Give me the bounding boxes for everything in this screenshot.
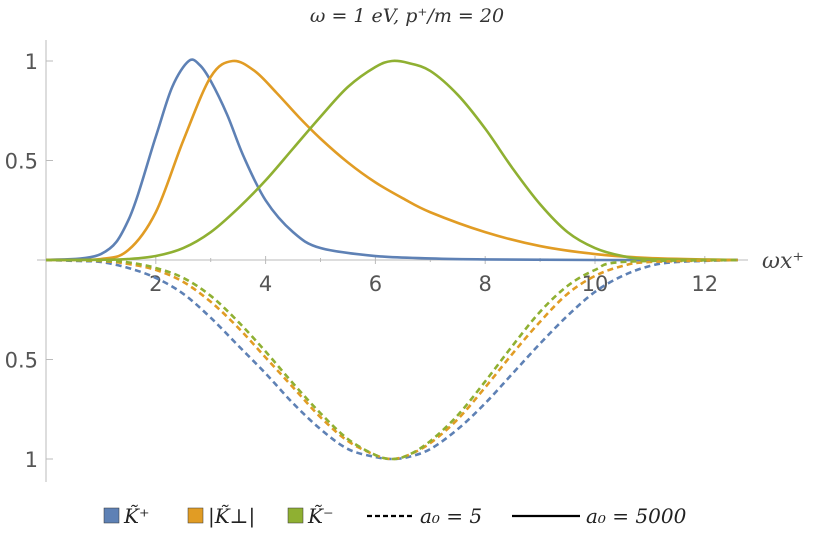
legend-label: a₀ = 5 [420,504,482,528]
y-ticks: 1 0.5 0.5 1 [5,50,53,472]
series-line-dashed-5 [45,258,738,461]
y-tick-label: 1 [25,50,38,74]
series-line-dashed-3 [45,258,738,461]
legend-swatch [103,507,120,524]
x-ticks: 2 4 6 8 10 12 [100,256,718,296]
legend: K̃⁺ |K̃⊥| K̃⁻ a₀ = 5 a₀ = 5000 [103,504,687,529]
legend-label: K̃⁻ [307,504,334,528]
series-line-solid-1 [45,59,738,262]
x-tick-label: 12 [691,272,718,296]
legend-label: K̃⁺ [123,504,150,528]
y-tick-label: 1 [25,448,38,472]
legend-label: a₀ = 5000 [586,504,687,528]
x-tick-label: 2 [149,272,162,296]
x-tick-label: 6 [369,272,382,296]
chart-title: ω = 1 eV, p⁺/m = 20 [310,5,504,27]
y-tick-label: 0.5 [5,150,38,174]
legend-swatch [187,507,204,524]
legend-swatch [287,507,304,524]
x-tick-label: 8 [479,272,492,296]
series-line-solid-2 [45,59,738,262]
series-layer [45,58,738,461]
x-axis-label: ωx⁺ [762,249,804,274]
legend-label: |K̃⊥| [208,504,255,529]
y-tick-label: 0.5 [5,349,38,373]
x-tick-label: 4 [259,272,272,296]
series-line-solid-0 [45,58,738,262]
